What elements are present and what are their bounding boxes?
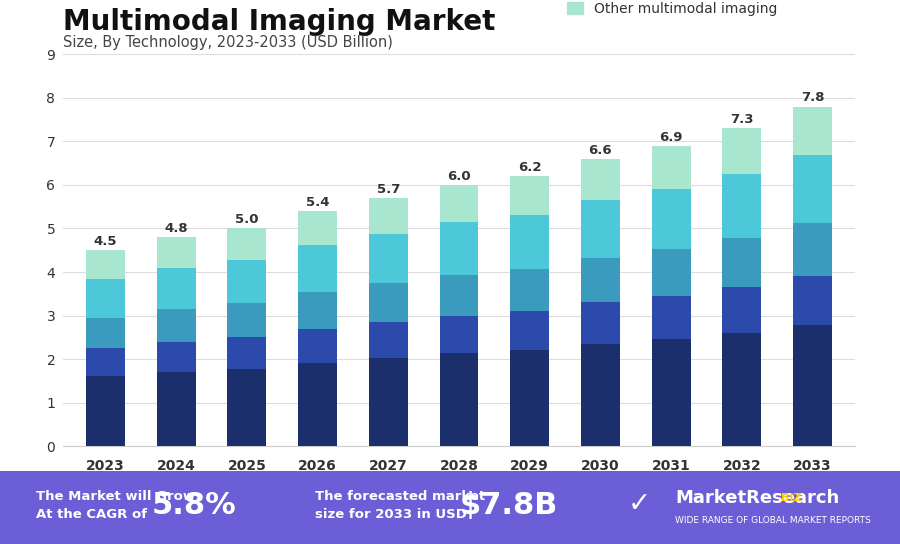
Text: ✓: ✓ [627,490,651,517]
Legend: PET/CT, PET/MR, SPECT/CT, OCT/FMT, Other multimodal imaging: PET/CT, PET/MR, SPECT/CT, OCT/FMT, Other… [561,0,783,21]
Bar [510,176,549,215]
Bar [369,358,408,446]
Text: 6.9: 6.9 [660,131,683,144]
Bar [369,198,408,234]
Bar [298,211,337,245]
Bar [793,325,832,446]
Bar [369,283,408,322]
Text: 7.8: 7.8 [801,91,824,104]
Bar [86,250,125,279]
Bar [723,128,761,174]
Text: 7.3: 7.3 [730,113,753,126]
Bar [793,107,832,156]
Bar [652,296,690,339]
Bar [723,174,761,238]
Bar [298,329,337,362]
Bar [439,185,479,222]
Bar [581,159,620,200]
Bar [793,276,832,325]
Text: The forecasted market
size for 2033 in USD: The forecasted market size for 2033 in U… [315,490,485,521]
Text: WIDE RANGE OF GLOBAL MARKET REPORTS: WIDE RANGE OF GLOBAL MARKET REPORTS [675,516,871,525]
Bar [510,350,549,446]
Bar [439,316,479,353]
Bar [581,344,620,446]
Bar [157,342,195,372]
Bar [86,348,125,376]
Bar [228,369,266,446]
Bar [157,310,195,342]
Text: BIZ: BIZ [781,493,802,503]
Bar [86,318,125,348]
Bar [723,238,761,287]
Bar [793,223,832,276]
Bar [157,268,195,310]
Bar [581,302,620,344]
Text: 5.4: 5.4 [306,196,329,209]
Bar [369,322,408,358]
Bar [652,146,690,189]
Text: 5.7: 5.7 [376,183,400,196]
Bar [86,279,125,318]
Bar [652,249,690,296]
Bar [723,287,761,333]
Bar [510,215,549,269]
Text: MarketResearch: MarketResearch [675,490,839,508]
Bar [157,372,195,446]
Bar [510,311,549,350]
Bar [228,304,266,337]
Bar [581,258,620,302]
Bar [228,260,266,304]
Text: 5.8%: 5.8% [151,491,236,520]
Bar [228,228,266,260]
Text: 6.6: 6.6 [589,144,612,157]
Bar [298,362,337,446]
Bar [652,339,690,446]
Text: 4.5: 4.5 [94,235,117,248]
Bar [510,269,549,311]
Text: 6.0: 6.0 [447,170,471,183]
Bar [793,156,832,223]
Text: 5.0: 5.0 [235,213,258,226]
Text: Size, By Technology, 2023-2033 (USD Billion): Size, By Technology, 2023-2033 (USD Bill… [63,35,393,51]
Bar [581,200,620,258]
Text: $7.8B: $7.8B [459,491,558,520]
Bar [652,189,690,249]
Text: Multimodal Imaging Market: Multimodal Imaging Market [63,8,495,36]
Text: 4.8: 4.8 [165,222,188,235]
Bar [369,234,408,283]
Bar [439,353,479,446]
Bar [86,376,125,446]
Bar [439,222,479,275]
Bar [228,337,266,369]
FancyBboxPatch shape [0,471,900,544]
Bar [723,333,761,446]
Bar [298,245,337,292]
Bar [157,237,195,268]
Text: The Market will Grow
At the CAGR of: The Market will Grow At the CAGR of [36,490,195,521]
Bar [298,292,337,329]
Bar [439,275,479,316]
Text: 6.2: 6.2 [518,161,542,174]
